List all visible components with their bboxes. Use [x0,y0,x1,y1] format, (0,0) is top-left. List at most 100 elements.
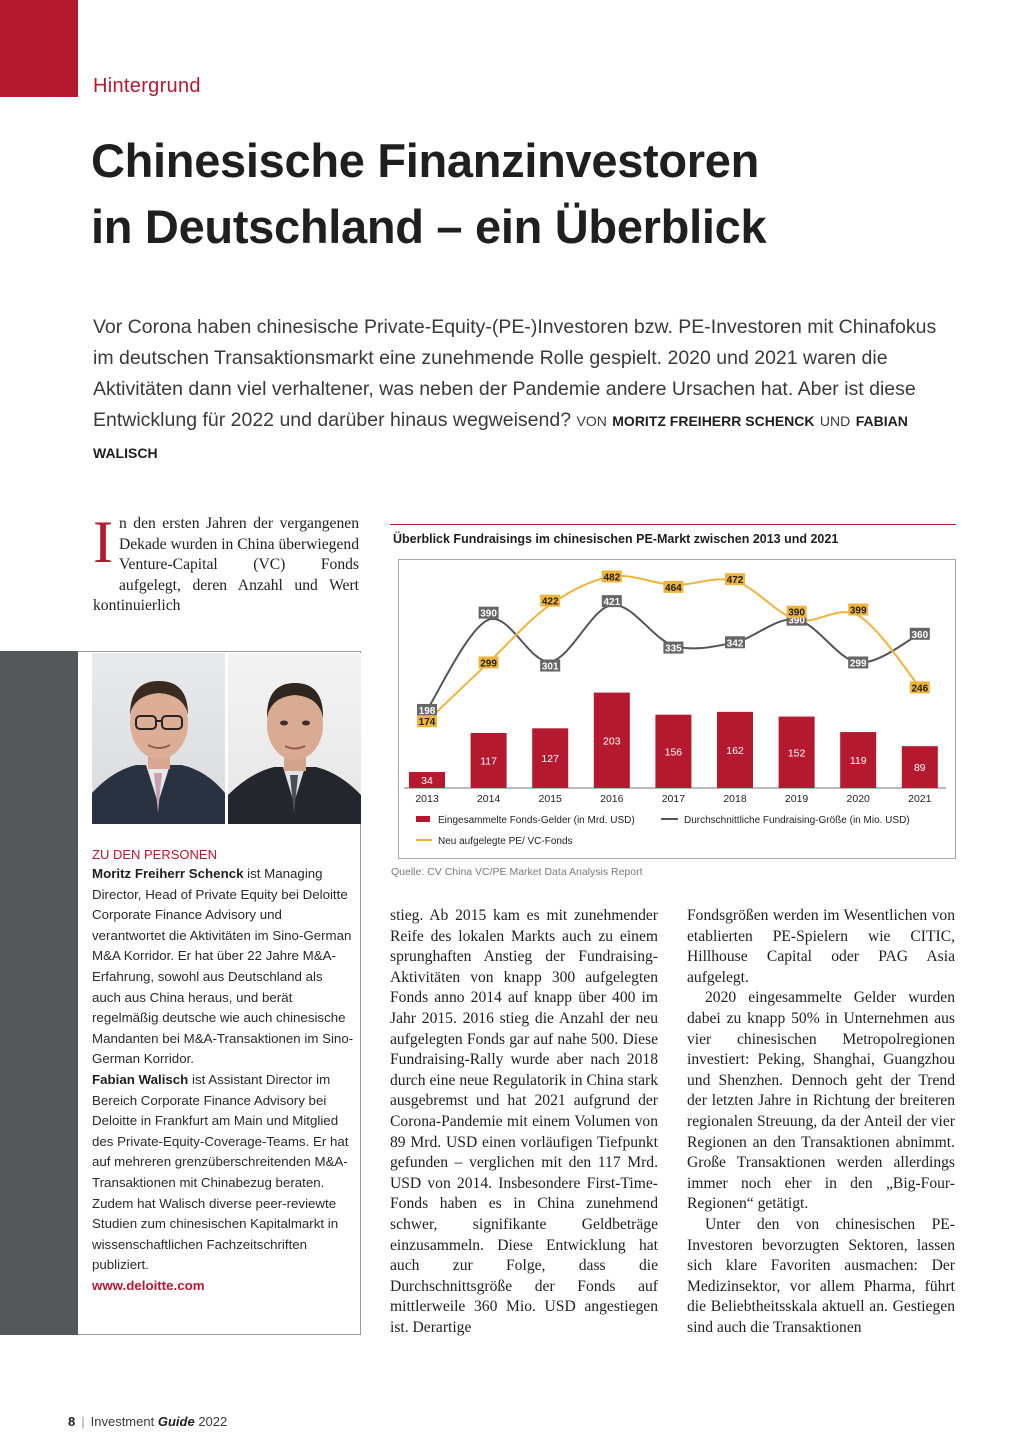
avg-fund-size-label: 390 [788,616,805,627]
avg-fund-size-label-box [601,595,622,608]
headline-line-2: in Deutschland – ein Überblick [91,200,767,253]
body-column-2: stieg. Ab 2015 kam es mit zunehmender Re… [390,906,658,1338]
headline: Chinesische Finanzinvestoren in Deutschl… [91,128,971,260]
avg-fund-size-label: 360 [911,630,928,641]
avg-fund-size-label: 335 [665,644,682,655]
new-funds-label: 390 [788,608,805,619]
bar-2018 [717,711,753,788]
chart-frame [398,559,956,859]
bar-2013 [409,772,445,788]
avg-fund-size-label: 299 [850,658,867,669]
x-tick-label: 2018 [723,793,747,805]
headline-line-1: Chinesische Finanzinvestoren [91,134,760,187]
bar-value-label: 119 [850,755,867,767]
new-funds-label-box [478,656,499,669]
x-tick-label: 2015 [539,793,563,805]
new-funds-label: 422 [542,597,559,608]
x-tick-label: 2017 [662,793,686,805]
avg-fund-size-label-box [540,659,561,672]
col2-paragraph: stieg. Ab 2015 kam es mit zunehmender Re… [390,907,658,1336]
col3-paragraph-1: Fondsgrößen werden im Wesentlichen von e… [687,907,955,986]
website-link[interactable]: www.deloitte.com [92,1277,205,1293]
x-tick-label: 2021 [908,793,932,805]
bar-value-label: 34 [421,775,433,787]
avg-fund-size-label: 390 [480,609,497,620]
legend-label-funds: Neu aufgelegte PE/ VC-Fonds [438,836,573,847]
new-funds-label: 482 [603,572,620,583]
persons-box [78,651,361,1335]
persons-bios: Moritz Freiherr Schenck ist Managing Dir… [92,864,354,1296]
portrait-photo-walisch [228,653,361,824]
bar-2020 [840,732,877,788]
publication-name: Investment [90,1414,155,1429]
new-funds-label-box [540,594,561,607]
new-funds-label-box [663,580,684,593]
lead-text: Vor Corona haben chinesische Private-Equ… [93,316,937,431]
avg-fund-size-label-box [478,606,499,619]
person-2-name: Fabian Walisch [92,1071,189,1087]
avg-fund-size-label: 198 [419,706,436,717]
fundraising-chart: 34 117 127 203 156 162 152 119 89 198 390 301 421 335… [404,570,946,847]
publication-name-guide: Guide [157,1414,195,1429]
new-funds-label: 246 [911,683,928,694]
chart-title: Überblick Fundraisings im chinesischen P… [393,532,839,546]
publication-year: 2022 [198,1414,228,1429]
persons-heading: ZU DEN PERSONEN [92,847,217,862]
new-funds-label-box [417,715,437,728]
bar-value-label: 203 [603,735,621,747]
intro-text: n den ersten Jahren der vergangenen Deka… [93,515,359,615]
bar-2016 [593,692,630,788]
bar-value-label: 117 [480,756,497,768]
lead-author-2: FABIAN WALISCH [93,413,908,461]
x-tick-label: 2013 [415,793,439,805]
avg-fund-size-label-box [909,627,930,640]
x-tick-label: 2014 [477,793,501,805]
lead-von: VON [576,413,607,429]
bar-value-label: 156 [665,746,683,758]
avg-fund-size-label-box [725,636,745,649]
new-funds-label-box [786,605,807,618]
new-funds-label-box [725,573,745,586]
avg-fund-size-label: 421 [603,597,620,608]
bar-value-label: 152 [788,747,806,759]
new-funds-label: 472 [727,575,744,586]
bar-2015 [532,728,569,788]
page-number: 8 [68,1414,76,1429]
lead-paragraph: Vor Corona haben chinesische Private-Equ… [93,312,943,469]
bar-2019 [778,716,815,788]
footer-separator: | [81,1414,85,1429]
bar-value-label: 89 [914,762,926,774]
line-avg-fund-size [426,604,921,711]
new-funds-label-box [909,681,930,694]
legend-swatch-bars [416,816,430,822]
col3-paragraph-3: Unter den von chinesischen PE-Investoren… [687,1215,955,1336]
chart-source: Quelle: CV China VC/PE Market Data Analy… [391,866,643,878]
page-footer: 8 | Investment Guide 2022 [68,1414,227,1429]
avg-fund-size-label-box [663,641,684,654]
body-column-3: Fondsgrößen werden im Wesentlichen von e… [687,906,955,1338]
x-tick-label: 2020 [847,793,871,805]
new-funds-label: 174 [419,717,436,728]
person-1-name: Moritz Freiherr Schenck [92,866,244,881]
col3-paragraph-2: 2020 eingesammelte Gelder wurden dabei z… [687,989,955,1213]
bar-2014 [470,733,507,788]
avg-fund-size-label-box [848,656,869,669]
avg-fund-size-label: 342 [727,638,744,649]
section-kicker: Hintergrund [93,75,201,97]
new-funds-label: 399 [850,605,867,616]
new-funds-label: 299 [480,658,497,669]
dropcap: I [93,509,113,575]
sidebar-gray-bar [0,651,78,1335]
lead-und: UND [819,413,851,429]
legend-label-bars: Eingesammelte Fonds-Gelder (in Mrd. USD) [438,815,635,826]
x-tick-label: 2016 [600,793,624,805]
chart-top-rule [390,524,956,525]
avg-fund-size-label: 301 [542,662,559,673]
new-funds-label: 464 [665,583,682,594]
bar-value-label: 127 [541,753,559,765]
new-funds-label-box [601,570,622,583]
avg-fund-size-label-box [417,703,437,716]
red-corner-block [0,0,78,97]
legend-label-avg: Durchschnittliche Fundraising-Größe (in … [684,815,910,826]
